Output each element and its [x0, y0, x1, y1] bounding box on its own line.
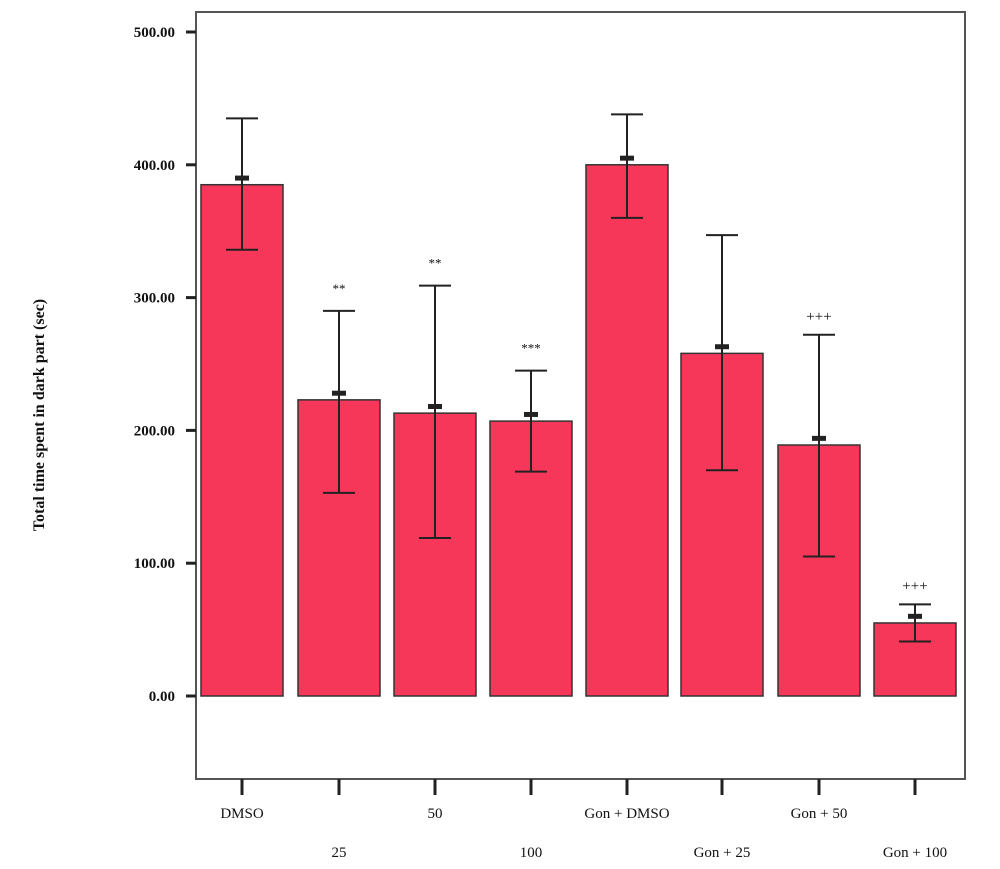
y-tick-label: 400.00 [134, 158, 175, 174]
bar [200, 183, 284, 697]
y-axis: 0.00 100.00 200.00 300.00 400.00 500.00 [134, 25, 196, 705]
bars-group [200, 164, 957, 697]
bar [585, 164, 669, 697]
bar [777, 444, 861, 697]
significance-label: ** [429, 256, 442, 271]
x-tick-label: Gon + 100 [883, 845, 947, 861]
y-tick-label: 100.00 [134, 556, 175, 572]
y-tick-label: 500.00 [134, 25, 175, 41]
x-axis: DMSO 25 50 100 Gon + DMSO Gon + 25 Gon + 50 Gon… [220, 779, 947, 861]
y-tick-label: 0.00 [149, 689, 175, 705]
bar [489, 420, 573, 697]
x-tick-label: Gon + 50 [791, 806, 848, 822]
significance-label: ** [333, 281, 346, 296]
x-tick-label: 100 [520, 845, 543, 861]
x-tick-label: 25 [332, 845, 347, 861]
significance-label: +++ [806, 309, 831, 325]
x-tick-label: DMSO [220, 806, 264, 822]
x-tick-label: Gon + DMSO [584, 806, 669, 822]
error-bars-group: *******++++++ [226, 113, 931, 643]
x-tick-label: 50 [428, 806, 443, 822]
significance-label: +++ [902, 578, 927, 594]
x-tick-label: Gon + 25 [694, 845, 751, 861]
y-tick-label: 300.00 [134, 291, 175, 307]
significance-label: *** [521, 341, 541, 356]
y-axis-title: Total time spent in dark part (sec) [31, 298, 48, 532]
plot-frame [195, 11, 966, 780]
y-tick-label: 200.00 [134, 423, 175, 439]
